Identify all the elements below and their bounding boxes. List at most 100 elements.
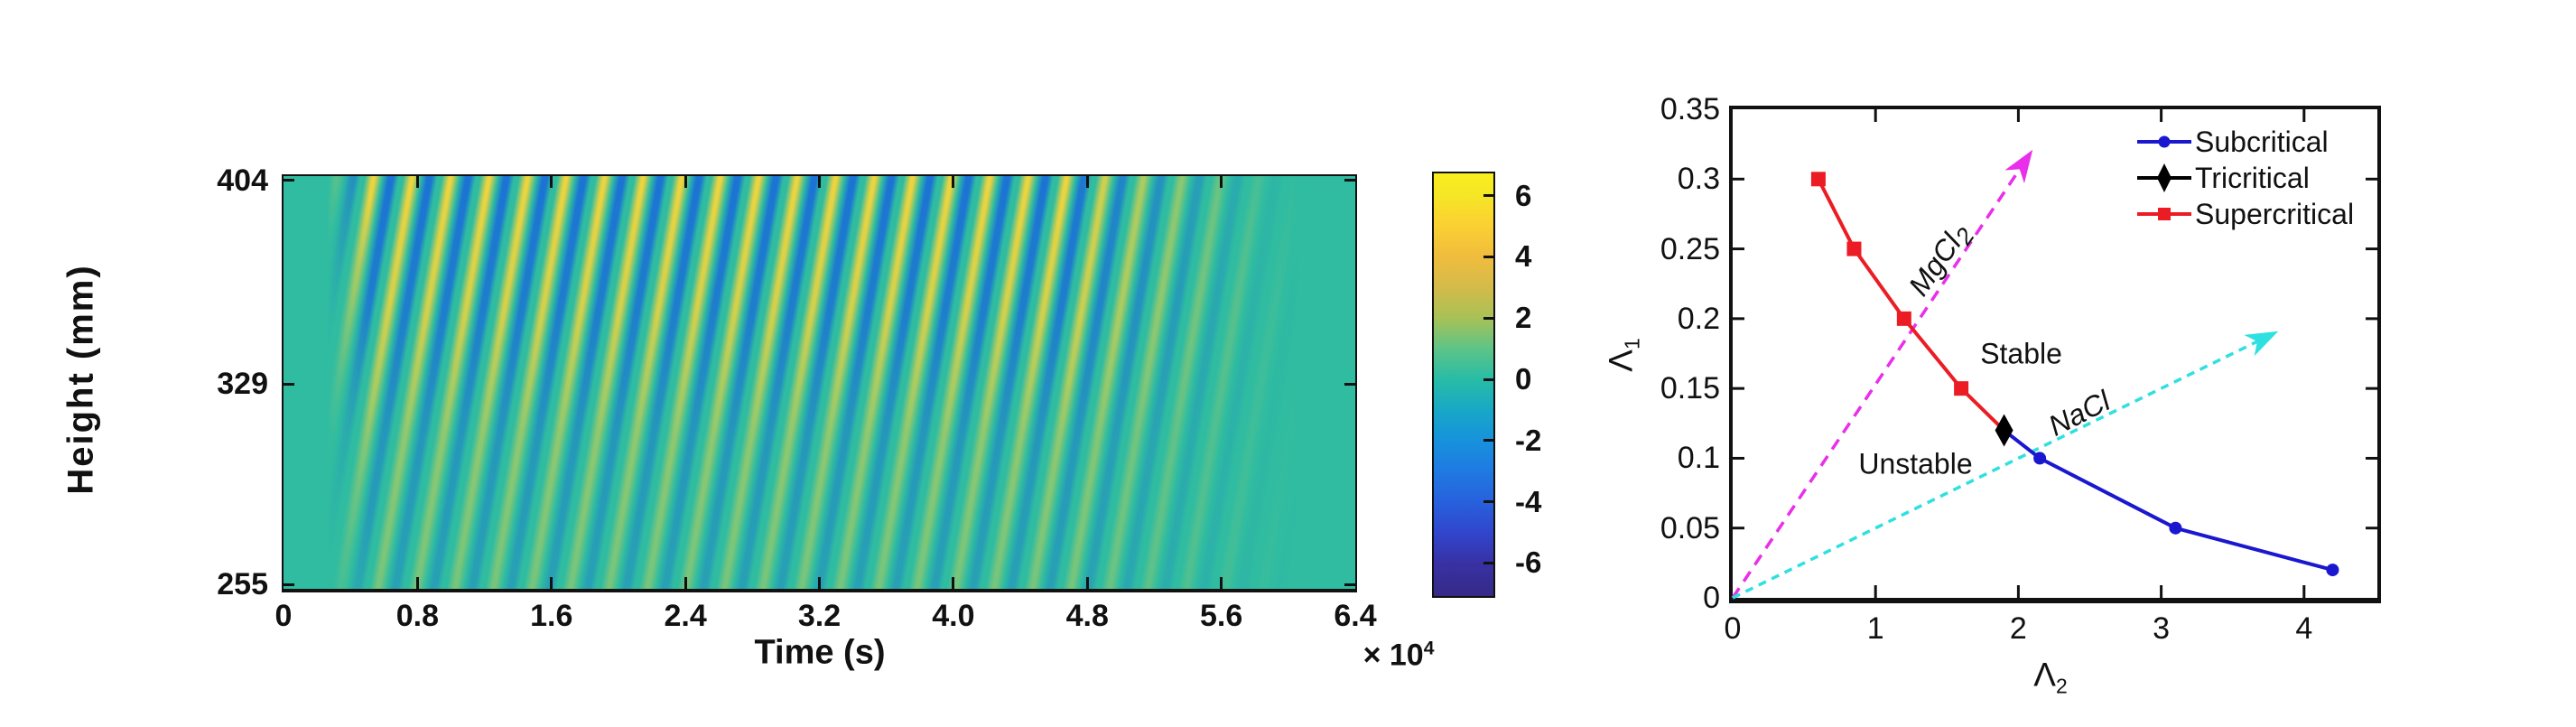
legend-label: Subcritical — [2195, 125, 2329, 158]
mgcl2-direction-arrowhead — [2004, 149, 2033, 183]
right-y-tick-label: 0 — [1703, 581, 1720, 615]
x-tick-mark — [550, 577, 553, 589]
colorbar-tick-label: -2 — [1515, 423, 1542, 457]
x-tick-mark — [1220, 577, 1223, 589]
supercritical-marker — [1846, 241, 1862, 256]
legend-entry-subcritical: Subcritical — [2135, 124, 2354, 160]
y-tick-mark — [1344, 583, 1355, 586]
x-tick-mark — [415, 577, 419, 589]
x-tick-mark — [952, 176, 955, 188]
left-y-tick-label: 404 — [217, 163, 268, 198]
legend-label: Tricritical — [2195, 161, 2310, 194]
colorbar-tick-label: -6 — [1515, 545, 1542, 580]
annotation-text: Unstable — [1858, 447, 1973, 480]
left-x-tick-label: 2.4 — [664, 599, 707, 633]
y-tick-mark — [284, 382, 294, 386]
right-x-tick-label: 4 — [2295, 611, 2313, 646]
colorbar-tick-label: 6 — [1515, 178, 1532, 212]
colorbar-tick-mark — [1483, 194, 1493, 198]
right-y-axis-label: Λ1 — [1602, 338, 1644, 371]
legend-entry-supercritical: Supercritical — [2135, 196, 2354, 232]
lambda-subscript: 1 — [1620, 338, 1644, 350]
heatmap-wave-pattern — [284, 176, 1355, 589]
x-tick-mark — [1085, 176, 1089, 188]
diamond-icon — [2157, 163, 2171, 192]
y-tick-mark — [284, 179, 294, 182]
colorbar-tick-mark — [1483, 439, 1493, 443]
left-y-axis-label: Height (mm) — [60, 264, 101, 495]
left-x-tick-label: 3.2 — [797, 599, 842, 633]
colorbar-tick-mark — [1483, 316, 1493, 320]
x-tick-mark — [550, 176, 553, 188]
subcritical-marker — [2033, 452, 2047, 465]
supercritical-line — [1817, 178, 2005, 432]
left-y-tick-label: 329 — [217, 367, 268, 401]
lambda-symbol: Λ — [1602, 350, 1640, 372]
mgcl2-direction-arrow-line — [1731, 163, 2024, 599]
right-y-tick-label: 0.05 — [1660, 510, 1720, 545]
colorbar-tick-mark — [1483, 377, 1493, 381]
x-tick-mark — [1085, 577, 1089, 589]
multiplier-base: × 10 — [1362, 638, 1424, 673]
legend-label: Supercritical — [2195, 197, 2355, 230]
heatmap-plot-area — [282, 174, 1357, 592]
left-x-tick-label: 0.8 — [395, 599, 440, 633]
right-y-tick-label: 0.3 — [1677, 162, 1720, 197]
left-x-tick-label: 6.4 — [1334, 599, 1377, 633]
y-tick-mark — [1344, 382, 1355, 386]
left-x-tick-label: 5.6 — [1199, 599, 1243, 633]
square-icon — [2158, 208, 2171, 220]
lambda-subscript: 2 — [2055, 674, 2068, 698]
right-y-tick-label: 0.15 — [1660, 371, 1720, 406]
legend-marker-circle-icon — [2137, 135, 2191, 148]
lambda-symbol: Λ — [2033, 656, 2056, 694]
right-y-tick-label: 0.1 — [1677, 441, 1720, 476]
left-x-tick-label: 1.6 — [530, 599, 573, 633]
x-tick-mark — [684, 577, 687, 589]
legend: Subcritical Tricritical Supercritical — [2135, 124, 2354, 232]
colorbar-tick-mark — [1483, 255, 1493, 258]
right-x-tick-label: 2 — [2009, 611, 2027, 646]
tricritical-marker — [1995, 414, 2013, 447]
colorbar-tick-label: 2 — [1515, 301, 1532, 335]
y-tick-mark — [1344, 179, 1355, 182]
nacl-direction-arrowhead — [2244, 331, 2279, 357]
subcritical-line — [2003, 428, 2333, 573]
supercritical-marker — [1896, 311, 1911, 326]
y-tick-mark — [284, 583, 294, 586]
annotation-stable: Stable — [1980, 337, 2062, 370]
right-x-axis-label: Λ2 — [2033, 656, 2067, 698]
colorbar-gradient — [1434, 173, 1493, 596]
colorbar-tick-label: 4 — [1515, 239, 1532, 274]
left-x-tick-label: 4.8 — [1065, 599, 1109, 633]
right-x-tick-label: 0 — [1724, 611, 1742, 646]
multiplier-exponent: 4 — [1423, 638, 1435, 659]
supercritical-marker — [1810, 172, 1826, 187]
colorbar-tick-mark — [1483, 561, 1493, 564]
nacl-direction-arrow-line — [1732, 337, 2264, 600]
subcritical-marker — [2169, 521, 2182, 535]
left-x-axis-multiplier: × 104 — [1363, 638, 1435, 673]
right-x-tick-label: 3 — [2153, 611, 2171, 646]
supercritical-marker — [1954, 381, 1969, 396]
colorbar-tick-mark — [1483, 500, 1493, 504]
x-tick-mark — [684, 176, 687, 188]
heatmap-tick-marks — [284, 176, 1355, 589]
legend-entry-tricritical: Tricritical — [2135, 160, 2354, 196]
subcritical-marker — [2326, 564, 2339, 577]
x-tick-mark — [952, 577, 955, 589]
right-y-tick-label: 0.2 — [1677, 301, 1720, 336]
x-tick-mark — [818, 577, 821, 589]
annotation-unstable: Unstable — [1858, 447, 1972, 480]
left-y-tick-label: 255 — [217, 567, 268, 602]
x-tick-mark — [818, 176, 821, 188]
legend-marker-square-icon — [2137, 208, 2191, 220]
x-tick-mark — [1220, 176, 1223, 188]
stability-plot-svg — [1731, 109, 2377, 600]
left-x-tick-label: 4.0 — [932, 599, 975, 633]
legend-marker-diamond-icon — [2137, 163, 2191, 192]
right-y-tick-label: 0.35 — [1660, 92, 1720, 127]
left-x-tick-label: 0 — [274, 599, 293, 633]
colorbar — [1432, 172, 1495, 598]
